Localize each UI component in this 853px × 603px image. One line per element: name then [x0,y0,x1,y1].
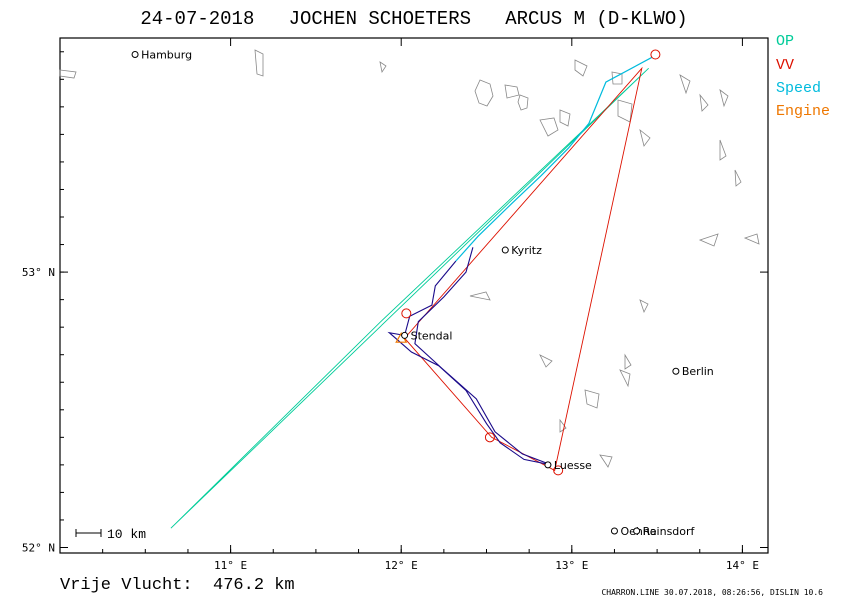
city-marker [401,331,409,339]
y-tick-label: 52° N [22,541,55,554]
turnpoint-marker [484,432,495,443]
city-marker [501,246,509,254]
legend-engine: Engine [776,103,831,120]
map-axes: 11° E 12° E 13° E 14° E 52° N 53° N [22,38,768,572]
city-label: Hamburg [141,49,192,62]
city-marker [672,367,680,375]
city-marker [544,461,552,469]
city-label: Berlin [682,365,714,378]
legend-speed: Speed [776,80,822,97]
x-tick-label: 11° E [214,559,247,572]
speed-track [455,56,653,262]
x-tick-label: 13° E [555,559,588,572]
flight-track [387,247,552,466]
city-marker [131,51,139,59]
legend-vv: VV [776,57,795,74]
footer-info: CHARRON.LINE 30.07.2018, 08:26:56, DISLI… [601,588,823,597]
city-marker [633,527,641,535]
op-triangle [170,67,649,529]
city-label: Luesse [554,459,592,472]
lakes-outline [59,49,760,468]
map-title: 24-07-2018 JOCHEN SCHOETERS ARCUS M (D-K… [140,8,688,30]
turnpoint-marker [401,308,412,319]
y-tick-label: 53° N [22,266,55,279]
x-tick-label: 14° E [726,559,759,572]
legend-op: OP [776,33,795,50]
turnpoint-marker [650,49,661,60]
x-tick-label: 12° E [385,559,418,572]
city-marker [610,527,618,535]
map-frame [59,37,769,554]
city-label: Reinsdorf [643,525,696,538]
scale-bar: 10 km [75,527,146,542]
map-layers: HamburgKyritzStendalBerlinLuesseOehnaRei… [131,49,714,538]
distance-summary: Vrije Vlucht: 476.2 km [60,576,295,595]
vv-polygon [404,66,643,472]
city-label: Stendal [411,329,453,342]
city-label: Kyritz [511,244,542,257]
turnpoint-marker [553,465,564,476]
scale-label: 10 km [107,527,146,542]
